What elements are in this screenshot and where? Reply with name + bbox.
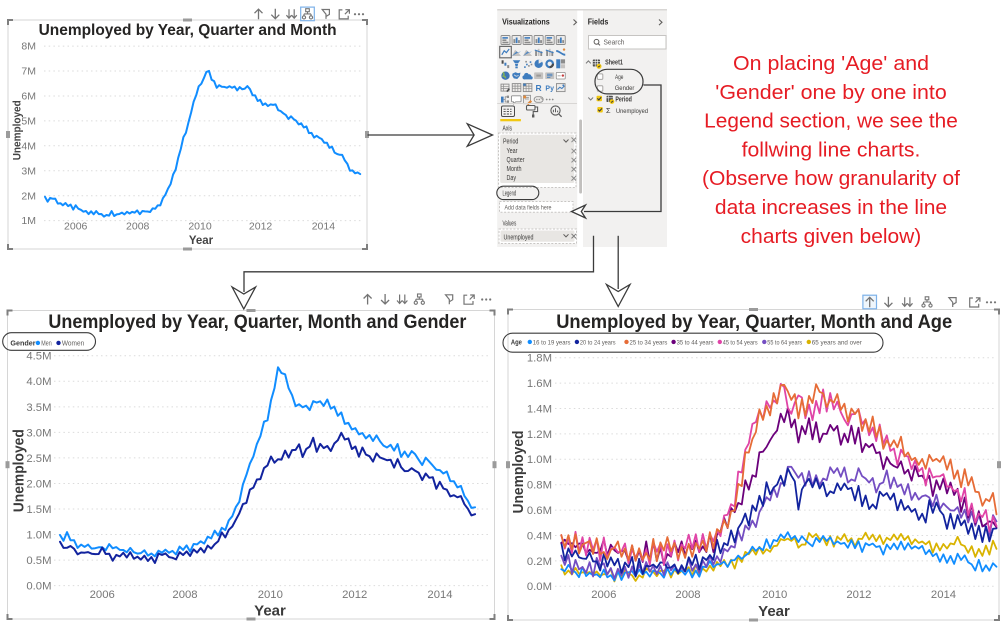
svg-text:16 to 19 years: 16 to 19 years (533, 339, 571, 346)
svg-text:0.0M: 0.0M (26, 581, 51, 593)
svg-text:5M: 5M (21, 116, 36, 128)
svg-text:follwing line charts.: follwing line charts. (742, 139, 921, 161)
svg-text:1.0M: 1.0M (527, 454, 552, 466)
svg-text:6M: 6M (21, 91, 36, 103)
svg-text:Age: Age (615, 74, 624, 81)
svg-text:Period: Period (503, 138, 518, 145)
svg-text:Day: Day (507, 175, 517, 182)
svg-text:Unemployed: Unemployed (12, 100, 24, 160)
svg-text:Unemployed: Unemployed (616, 108, 648, 115)
svg-text:On placing 'Age' and: On placing 'Age' and (733, 53, 929, 75)
svg-text:Month: Month (507, 166, 522, 173)
svg-text:Values: Values (503, 221, 517, 228)
svg-text:0.8M: 0.8M (527, 480, 552, 492)
svg-text:1.4M: 1.4M (527, 403, 552, 415)
svg-text:2014: 2014 (931, 589, 956, 601)
svg-text:2M: 2M (21, 190, 36, 202)
svg-text:Gender: Gender (10, 338, 35, 347)
svg-text:Py: Py (545, 85, 554, 92)
svg-text:2008: 2008 (126, 221, 150, 233)
svg-text:2008: 2008 (172, 589, 197, 601)
svg-text:1.2M: 1.2M (527, 429, 552, 441)
svg-text:Year: Year (507, 148, 519, 155)
svg-text:55 to 64 years: 55 to 64 years (767, 339, 802, 346)
svg-text:2012: 2012 (846, 589, 871, 601)
svg-text:2012: 2012 (342, 589, 367, 601)
svg-text:2010: 2010 (258, 589, 283, 601)
svg-text:Gender: Gender (615, 85, 635, 92)
svg-text:'Gender' one by one into: 'Gender' one by one into (715, 82, 947, 104)
svg-text:Search: Search (604, 40, 625, 47)
svg-text:0.5M: 0.5M (26, 555, 51, 567)
svg-text:Year: Year (254, 602, 286, 619)
svg-text:2.0M: 2.0M (26, 478, 51, 490)
svg-text:Age: Age (511, 337, 522, 346)
svg-text:4.0M: 4.0M (26, 376, 51, 388)
svg-text:2.5M: 2.5M (26, 453, 51, 465)
svg-text:Unemployed: Unemployed (504, 235, 534, 242)
svg-text:3M: 3M (21, 165, 36, 177)
svg-text:Men: Men (41, 338, 51, 347)
svg-text:4M: 4M (21, 140, 36, 152)
svg-text:Sheet1: Sheet1 (605, 58, 623, 67)
svg-text:(Observe how granularity of: (Observe how granularity of (702, 168, 960, 190)
svg-text:0.4M: 0.4M (527, 530, 552, 542)
svg-text:2010: 2010 (188, 221, 212, 233)
svg-text:Unemployed by Year, Quarter, M: Unemployed by Year, Quarter, Month and A… (556, 312, 952, 333)
svg-text:Add data fields here: Add data fields here (505, 205, 552, 212)
svg-text:3.5M: 3.5M (26, 402, 51, 414)
svg-text:charts given below): charts given below) (741, 226, 922, 248)
svg-text:2010: 2010 (762, 589, 787, 601)
svg-text:20 to 24 years: 20 to 24 years (580, 339, 616, 346)
svg-text:2006: 2006 (90, 589, 115, 601)
svg-text:1.5M: 1.5M (26, 504, 51, 516)
svg-text:65 years and over: 65 years and over (812, 339, 863, 346)
svg-text:8M: 8M (21, 41, 36, 53)
svg-text:Unemployed: Unemployed (11, 429, 28, 512)
svg-text:Unemployed by Year, Quarter an: Unemployed by Year, Quarter and Month (39, 22, 337, 39)
svg-text:Period: Period (615, 96, 632, 103)
svg-text:1.6M: 1.6M (527, 378, 552, 390)
svg-text:1.0M: 1.0M (26, 529, 51, 541)
svg-text:45 to 54 years: 45 to 54 years (723, 339, 758, 346)
svg-text:Fields: Fields (588, 17, 609, 27)
svg-text:0.0M: 0.0M (527, 581, 552, 593)
svg-text:2012: 2012 (249, 221, 273, 233)
svg-text:Axis: Axis (503, 126, 513, 133)
svg-text:Visualizations: Visualizations (502, 17, 550, 27)
svg-text:Year: Year (758, 603, 790, 620)
svg-text:35 to 44 years: 35 to 44 years (677, 339, 715, 346)
svg-text:Year: Year (189, 235, 214, 247)
svg-text:Unemployed by Year, Quarter, M: Unemployed by Year, Quarter, Month and G… (48, 312, 466, 333)
svg-text:25 to 34 years: 25 to 34 years (630, 339, 668, 346)
svg-text:3.0M: 3.0M (26, 427, 51, 439)
svg-text:2006: 2006 (591, 589, 616, 601)
svg-text:Unemployed: Unemployed (510, 431, 527, 514)
svg-text:0.2M: 0.2M (527, 556, 552, 568)
svg-text:data increases in the line: data increases in the line (715, 197, 947, 219)
svg-text:Legend: Legend (503, 191, 517, 198)
svg-text:R: R (536, 83, 542, 93)
svg-text:Legend section, we see the: Legend section, we see the (704, 111, 958, 133)
svg-text:Σ: Σ (606, 106, 611, 115)
svg-text:2014: 2014 (312, 221, 336, 233)
svg-text:7M: 7M (21, 66, 36, 78)
svg-text:4.5M: 4.5M (26, 351, 51, 363)
svg-text:1M: 1M (21, 215, 36, 227)
svg-text:0.6M: 0.6M (527, 505, 552, 517)
svg-text:1.8M: 1.8M (527, 353, 552, 365)
svg-text:2014: 2014 (427, 589, 452, 601)
svg-text:2008: 2008 (675, 589, 700, 601)
svg-text:Women: Women (62, 338, 84, 347)
svg-text:Quarter: Quarter (507, 157, 526, 164)
svg-text:2006: 2006 (64, 221, 88, 233)
